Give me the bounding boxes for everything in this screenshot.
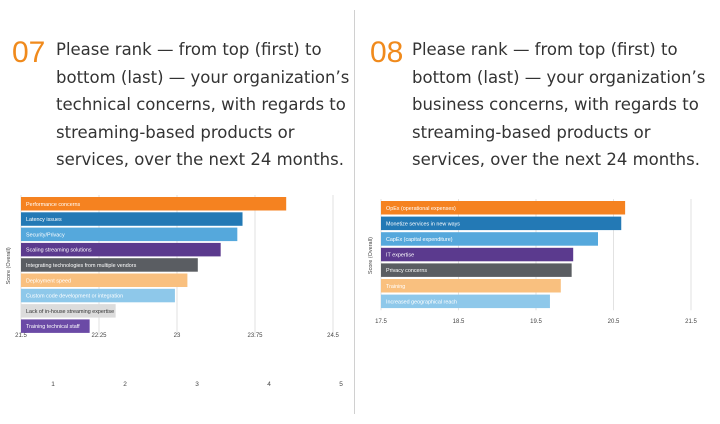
bar-label: CapEx (capital expenditure) [386, 237, 453, 243]
bar-label: Integrating technologies from multiple v… [26, 263, 137, 269]
panel-divider [354, 10, 355, 414]
bar-label: Lack of in-house streaming expertise [26, 309, 114, 315]
bar [21, 304, 116, 318]
bar [21, 288, 175, 303]
x-tick-label: 22.25 [91, 333, 107, 339]
rank-scale-label: 3 [195, 381, 199, 388]
bar [381, 232, 598, 246]
bar [21, 197, 287, 211]
bar [381, 216, 622, 231]
x-tick-label: 21.5 [15, 333, 27, 339]
bar [381, 294, 550, 309]
question-number-07: 07 [12, 36, 46, 69]
bar [21, 258, 198, 272]
bar [21, 242, 221, 257]
bar-label: Custom code development or integration [26, 294, 123, 300]
x-tick-label: 23.75 [247, 333, 263, 339]
question-text-07: Please rank — from top (first) to bottom… [56, 40, 350, 170]
business-concerns-chart: 17.5 18.5 19.5 20.5 21.5 Score (Overall) OpEx … [368, 199, 697, 325]
bar-label: Monetize services in new ways [386, 221, 460, 227]
rank-scale-label: 5 [339, 381, 343, 388]
bar [381, 247, 574, 262]
bar [381, 201, 626, 215]
x-tick-label: 21.5 [685, 319, 697, 325]
bar [381, 263, 572, 277]
bar-label: Deployment speed [26, 278, 71, 284]
bar [21, 273, 188, 287]
bar-label: Training [386, 284, 405, 290]
x-tick-label: 18.5 [453, 319, 465, 325]
bar [21, 212, 243, 226]
question-text-08: Please rank — from top (first) to bottom… [412, 40, 706, 170]
x-tick-label: 19.5 [530, 319, 542, 325]
x-tick-label: 20.5 [608, 319, 620, 325]
x-tick-label: 23 [174, 333, 181, 339]
bar-label: Security/Privacy [26, 232, 65, 238]
x-tick-label: 24.5 [327, 333, 339, 339]
bar-label: Performance concerns [26, 202, 81, 208]
y-axis-label: Score (Overall) [6, 247, 12, 284]
question-number-08: 08 [370, 36, 404, 69]
x-tick-label: 17.5 [375, 319, 387, 325]
bar [21, 319, 90, 333]
y-axis-label: Score (Overall) [368, 237, 374, 274]
rank-scale-label: 4 [267, 381, 271, 388]
rank-scale-label: 2 [123, 381, 127, 388]
bar [381, 279, 561, 293]
bar-label: Increased geographical reach [386, 299, 457, 305]
bar-label: Training technical staff [26, 324, 80, 330]
bar-label: OpEx (operational expenses) [386, 206, 456, 212]
bar-label: IT expertise [386, 253, 414, 259]
bar-label: Latency issues [26, 217, 62, 223]
bar-label: Privacy concerns [386, 268, 427, 274]
bar-label: Scaling streaming solutions [26, 248, 92, 254]
rank-scale-label: 1 [51, 381, 55, 388]
bar [21, 227, 238, 242]
